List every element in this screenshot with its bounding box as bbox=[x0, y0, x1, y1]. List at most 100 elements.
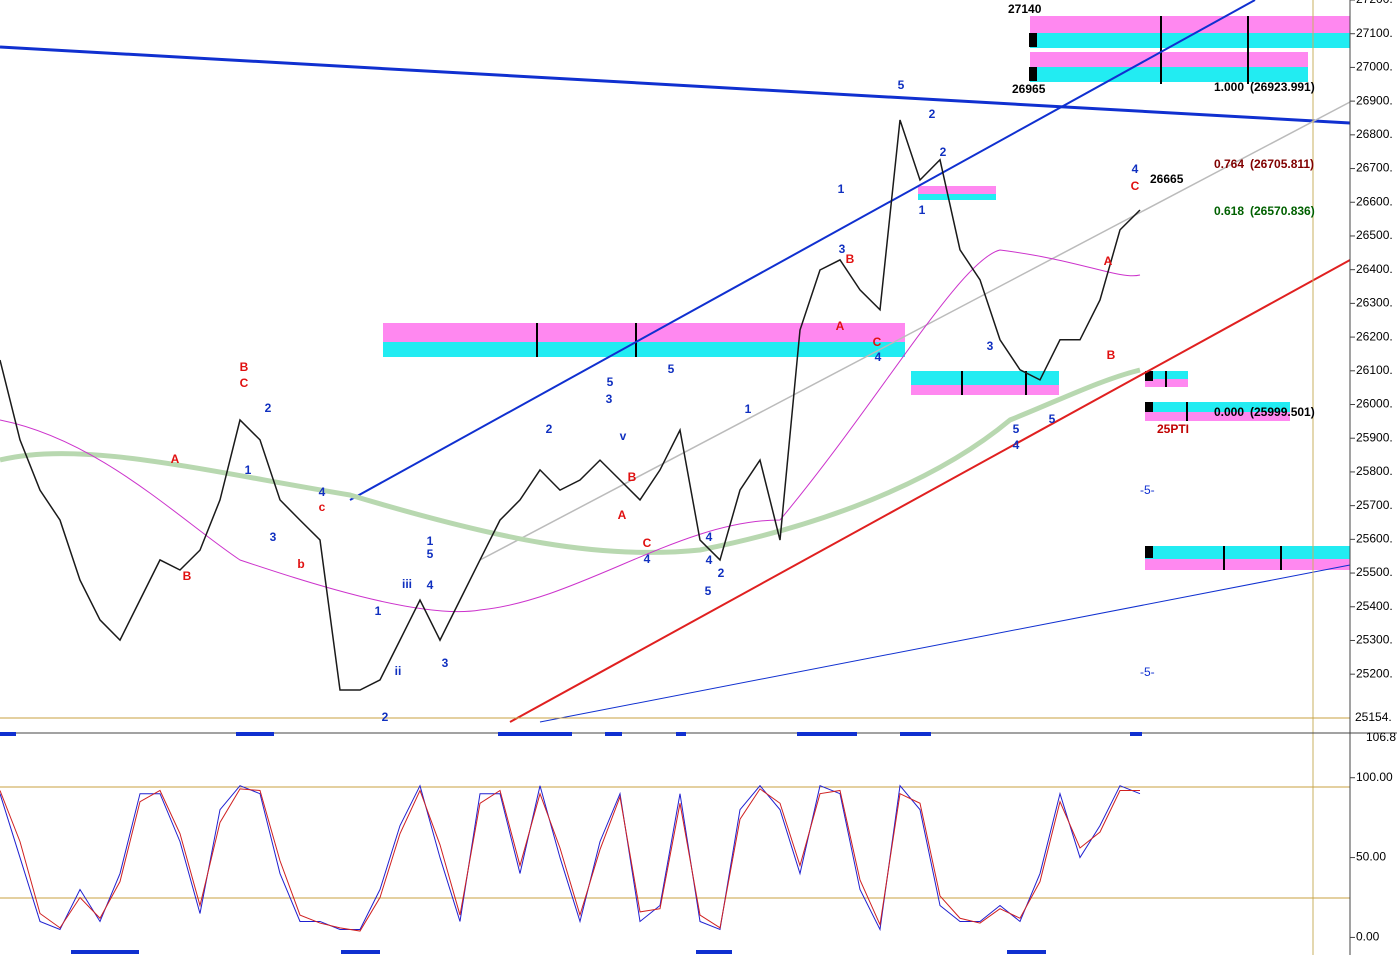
zone bbox=[911, 371, 1059, 385]
y-tick-label: 26000. bbox=[1356, 397, 1393, 411]
wave-label: 1 bbox=[745, 402, 752, 416]
wave-label: 4 bbox=[875, 350, 882, 364]
wave-label: 2 bbox=[265, 401, 272, 415]
zone bbox=[1145, 402, 1290, 412]
wave-label: 4 bbox=[706, 553, 713, 567]
wave-label: B bbox=[846, 252, 855, 266]
annotation: -5- bbox=[1140, 483, 1155, 497]
wave-label: 5 bbox=[668, 362, 675, 376]
zones bbox=[383, 16, 1350, 570]
series-line bbox=[0, 119, 1141, 691]
wave-label: 5 bbox=[1013, 422, 1020, 436]
zone bbox=[1030, 33, 1350, 48]
annotation: (25999.501) bbox=[1250, 405, 1315, 419]
y-tick-label: 25500. bbox=[1356, 565, 1393, 579]
zone bbox=[1145, 412, 1290, 421]
wave-label: 4 bbox=[319, 485, 326, 499]
zone bbox=[383, 342, 905, 357]
annotation: 25154. bbox=[1355, 710, 1392, 724]
wave-label: 2 bbox=[929, 107, 936, 121]
y-tick-label: 26600. bbox=[1356, 194, 1393, 208]
y-tick-label: 50.00 bbox=[1356, 850, 1386, 864]
series-line bbox=[0, 788, 1140, 932]
wave-label: 1 bbox=[838, 182, 845, 196]
wave-label: A bbox=[836, 319, 845, 333]
annotation: (26705.811) bbox=[1250, 157, 1314, 171]
y-tick-label: 27200. bbox=[1356, 0, 1393, 6]
wave-label: 3 bbox=[839, 242, 846, 256]
y-tick-label: 100.00 bbox=[1356, 770, 1393, 784]
y-tick-label: 25600. bbox=[1356, 532, 1393, 546]
wave-label: 3 bbox=[606, 392, 613, 406]
y-tick-label: 26400. bbox=[1356, 262, 1393, 276]
wave-label: 3 bbox=[987, 339, 994, 353]
cycle-markers bbox=[0, 732, 1142, 954]
zone bbox=[1145, 559, 1350, 570]
annotation: 0.764 bbox=[1214, 157, 1244, 171]
wave-label: 2 bbox=[718, 566, 725, 580]
wave-label: 3 bbox=[270, 530, 277, 544]
annotation: 106.8 bbox=[1366, 730, 1396, 744]
wave-label: 3 bbox=[442, 656, 449, 670]
wave-label: 2 bbox=[546, 422, 553, 436]
wave-label: 1 bbox=[245, 463, 252, 477]
annotation: 27140 bbox=[1008, 2, 1042, 16]
y-tick-label: 25300. bbox=[1356, 633, 1393, 647]
y-tick-label: 26700. bbox=[1356, 161, 1393, 175]
y-tick-label: 25900. bbox=[1356, 430, 1393, 444]
wave-label: B bbox=[240, 360, 249, 374]
wave-label: 5 bbox=[1049, 412, 1056, 426]
y-tick-label: 26800. bbox=[1356, 127, 1393, 141]
wave-label: 4 bbox=[427, 578, 434, 592]
wave-label: 4 bbox=[1013, 438, 1020, 452]
wave-label: 5 bbox=[705, 584, 712, 598]
wave-label: iii bbox=[402, 577, 412, 591]
y-tick-label: 26300. bbox=[1356, 296, 1393, 310]
annotation: 0.000 bbox=[1214, 405, 1244, 419]
y-tick-label: 26900. bbox=[1356, 93, 1393, 107]
annotation: (26923.991) bbox=[1250, 80, 1315, 94]
y-tick-label: 25200. bbox=[1356, 666, 1393, 680]
wave-label: B bbox=[183, 569, 192, 583]
y-tick-label: 27000. bbox=[1356, 60, 1393, 74]
zone bbox=[1030, 67, 1308, 82]
trend-lines bbox=[0, 0, 1351, 723]
wave-label: A bbox=[618, 508, 627, 522]
annotation: 26665 bbox=[1150, 172, 1184, 186]
wave-label: B bbox=[1107, 348, 1116, 362]
wave-label: 1 bbox=[427, 534, 434, 548]
y-tick-label: 26100. bbox=[1356, 363, 1393, 377]
zone bbox=[1030, 16, 1350, 33]
annotation: (26570.836) bbox=[1250, 204, 1315, 218]
wave-label: C bbox=[240, 376, 249, 390]
y-tick-label: 25700. bbox=[1356, 498, 1393, 512]
wave-label: 2 bbox=[940, 145, 947, 159]
wave-label: b bbox=[297, 557, 304, 571]
wave-label: 5 bbox=[427, 547, 434, 561]
wave-label: 1 bbox=[375, 604, 382, 618]
annotation: 1.000 bbox=[1214, 80, 1244, 94]
wave-label: c bbox=[319, 500, 326, 514]
wave-label: 4 bbox=[644, 552, 651, 566]
wave-label: ii bbox=[395, 664, 402, 678]
wave-label: C bbox=[873, 335, 882, 349]
zone bbox=[918, 194, 996, 200]
wave-label: v bbox=[620, 429, 627, 443]
wave-label: 5 bbox=[607, 375, 614, 389]
wave-label: A bbox=[1104, 254, 1113, 268]
zone bbox=[918, 186, 996, 194]
zone bbox=[1145, 546, 1350, 559]
wave-label: 1 bbox=[919, 203, 926, 217]
wave-label: 4 bbox=[706, 530, 713, 544]
y-tick-label: 27100. bbox=[1356, 26, 1393, 40]
annotation: 25PTI bbox=[1157, 422, 1189, 436]
annotation: 0.618 bbox=[1214, 204, 1244, 218]
wave-label: C bbox=[1131, 179, 1140, 193]
series-line bbox=[0, 784, 1141, 932]
wave-label: A bbox=[171, 452, 180, 466]
zone bbox=[911, 385, 1059, 395]
wave-label: 4 bbox=[1132, 162, 1139, 176]
y-tick-label: 25400. bbox=[1356, 599, 1393, 613]
